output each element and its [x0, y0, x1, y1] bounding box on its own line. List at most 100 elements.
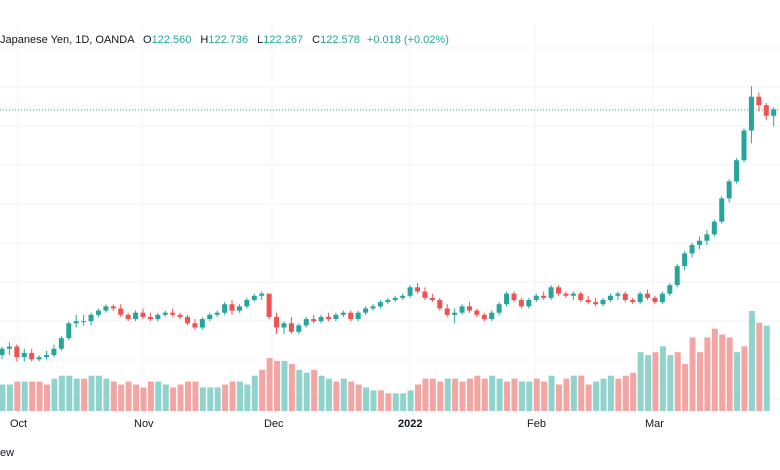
volume-bar	[674, 352, 681, 411]
candle	[504, 291, 510, 307]
footer-link[interactable]: ew	[0, 447, 15, 459]
volume-bar	[392, 393, 399, 411]
volume-bar	[763, 325, 770, 411]
volume-bar	[340, 378, 347, 411]
volume-bar	[170, 387, 177, 411]
volume-bar	[155, 381, 162, 411]
candle	[726, 179, 732, 203]
candle-body	[415, 287, 421, 292]
candle-body	[489, 312, 495, 320]
volume-bar	[593, 381, 600, 411]
candle-body	[496, 304, 502, 313]
candle	[14, 344, 20, 362]
candle-body	[771, 109, 777, 116]
volume-bar	[110, 381, 117, 411]
candle-body	[548, 287, 554, 298]
candle-body	[719, 198, 725, 222]
x-tick-label: Oct	[10, 418, 28, 430]
open-label: O	[143, 34, 152, 46]
volume-bar	[348, 381, 355, 411]
candle-body	[296, 325, 302, 332]
candle-body	[199, 319, 205, 328]
candle	[748, 86, 754, 144]
candle	[556, 285, 561, 296]
candle	[0, 346, 5, 360]
volume-bar	[533, 378, 540, 411]
candle	[607, 293, 613, 303]
chart-grid	[0, 24, 780, 412]
candle-body	[659, 293, 665, 303]
candle-body	[407, 287, 413, 296]
candle-body	[363, 308, 369, 313]
candle	[162, 310, 168, 317]
low-value: 122.267	[263, 34, 304, 46]
candle-body	[556, 287, 561, 294]
candle	[645, 289, 651, 300]
volume-bar	[21, 381, 28, 411]
candle	[318, 314, 324, 324]
volume-bar	[659, 346, 666, 411]
volume-bar	[58, 375, 65, 411]
candle	[682, 251, 688, 271]
candle	[88, 312, 94, 326]
candle	[355, 310, 361, 322]
candle	[259, 291, 265, 300]
candle-body	[244, 300, 250, 307]
candle	[489, 310, 495, 322]
candle-body	[533, 295, 539, 300]
candle	[207, 312, 213, 322]
candle	[659, 291, 665, 305]
candle	[81, 314, 87, 326]
candle-body	[392, 297, 398, 300]
candle	[29, 348, 35, 362]
volume-bar	[88, 375, 95, 411]
candle-body	[214, 312, 220, 315]
candle-body	[266, 293, 272, 317]
volume-bar	[251, 375, 258, 411]
candle	[578, 291, 584, 303]
volume-bar	[370, 390, 377, 411]
volume-bar	[125, 381, 132, 411]
candle-body	[593, 302, 599, 305]
volume-bar	[199, 387, 206, 411]
candle	[422, 287, 428, 300]
volume-bar	[95, 375, 102, 411]
volume-bar	[296, 369, 303, 411]
candle-body	[133, 312, 139, 320]
candle	[73, 314, 79, 328]
candle-body	[667, 285, 673, 294]
candle-body	[474, 310, 480, 315]
volume-bar	[0, 384, 6, 411]
candle	[704, 230, 710, 245]
candle	[244, 297, 250, 309]
candle	[385, 297, 391, 305]
high-value: 122.736	[208, 34, 249, 46]
chart-legend: Japanese Yen, 1D, OANDA O122.560 H122.73…	[0, 34, 449, 46]
volume-bar	[563, 378, 570, 411]
volume-bar	[548, 375, 555, 411]
candle	[58, 336, 64, 351]
volume-bar	[66, 375, 73, 411]
candle	[615, 291, 621, 300]
candle-body	[570, 293, 576, 296]
candle-body	[585, 300, 591, 303]
volume-bar	[318, 375, 325, 411]
candle-body	[526, 300, 532, 307]
candle-body	[66, 323, 72, 339]
candle-body	[682, 253, 688, 267]
volume-bar	[333, 381, 340, 411]
candle	[199, 316, 205, 330]
candle-body	[236, 306, 242, 311]
candle-body	[303, 319, 309, 326]
candle-body	[622, 293, 628, 300]
candles	[0, 86, 777, 362]
volume-bar	[214, 387, 221, 411]
candle	[496, 302, 502, 315]
candle	[303, 316, 309, 328]
candle-body	[340, 312, 346, 315]
candle	[133, 310, 139, 322]
volume-bar	[415, 384, 422, 411]
volume-bar	[459, 381, 466, 411]
volume-bar	[570, 375, 577, 411]
